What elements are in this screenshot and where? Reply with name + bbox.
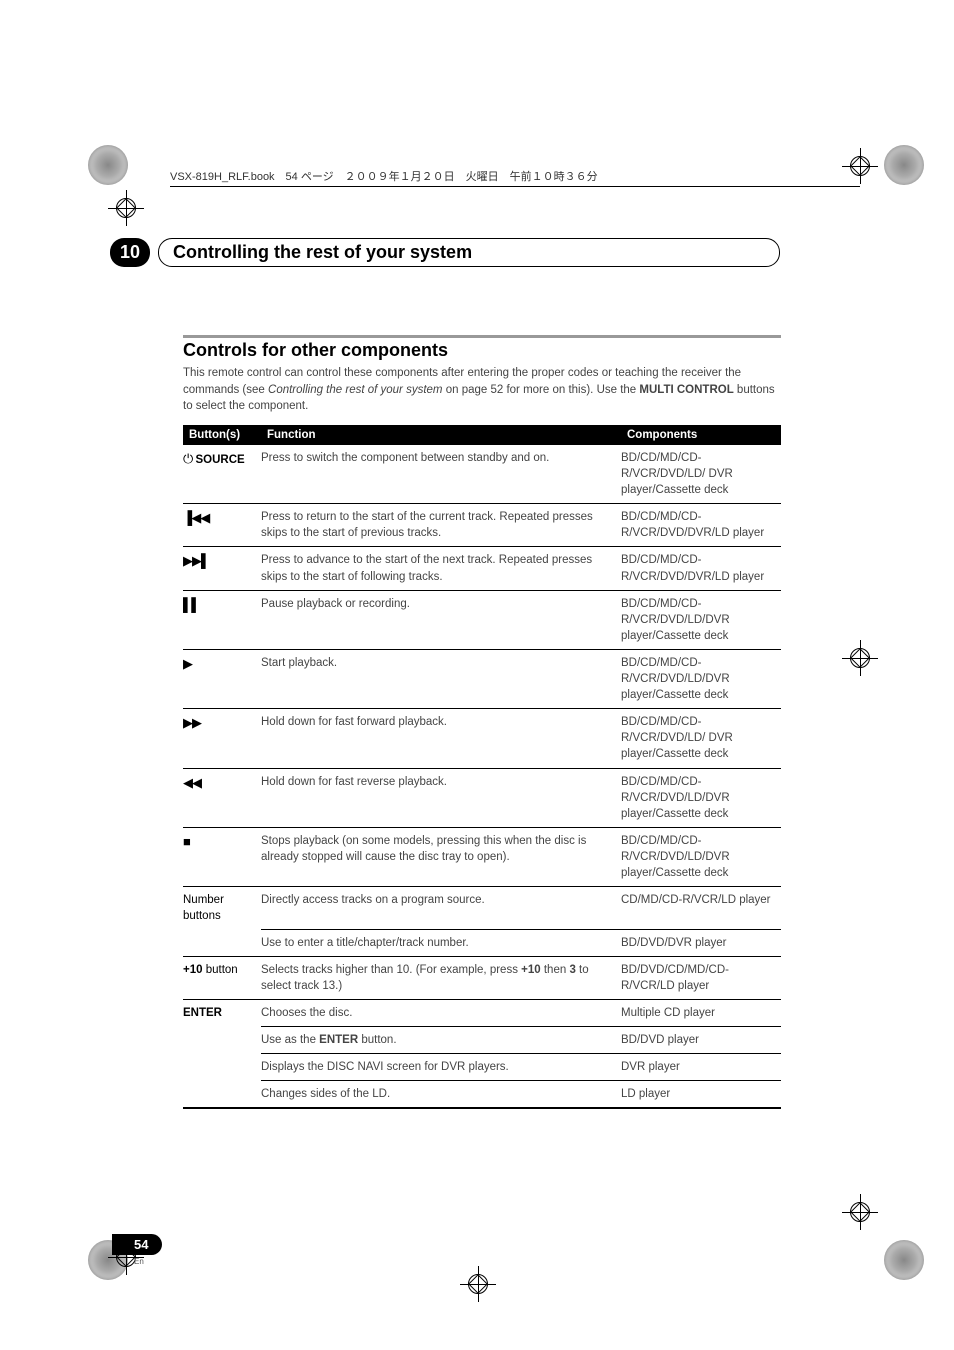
cell-function: Displays the DISC NAVI screen for DVR pl…: [261, 1054, 621, 1081]
cell-function: Directly access tracks on a program sour…: [261, 887, 621, 930]
table-row: ▶▶Hold down for fast forward playback.BD…: [183, 709, 781, 768]
cell-button: ▐◀◀: [183, 504, 261, 547]
cell-button: [183, 1027, 261, 1054]
cell-function: Hold down for fast forward playback.: [261, 709, 621, 768]
cell-components: BD/DVD/DVR player: [621, 929, 781, 956]
cell-button: ▶▶▌: [183, 547, 261, 590]
cell-components: CD/MD/CD-R/VCR/LD player: [621, 887, 781, 930]
table-row: Use as the ENTER button.BD/DVD player: [183, 1027, 781, 1054]
cell-function: Changes sides of the LD.: [261, 1081, 621, 1109]
table-row: Displays the DISC NAVI screen for DVR pl…: [183, 1054, 781, 1081]
cell-components: BD/CD/MD/CD-R/VCR/DVD/LD/ DVR player/Cas…: [621, 709, 781, 768]
book-meta-line: VSX-819H_RLF.book 54 ページ ２００９年１月２０日 火曜日 …: [170, 168, 860, 187]
controls-table: Button(s) Function Components ⏻ SOURCEPr…: [183, 425, 781, 1109]
intro-text: on page 52 for more on this). Use the: [443, 384, 640, 396]
registration-mark: [108, 190, 144, 226]
table-row: ▌▌Pause playback or recording.BD/CD/MD/C…: [183, 590, 781, 649]
table-row: ▶▶▌Press to advance to the start of the …: [183, 547, 781, 590]
chapter-number: 10: [110, 238, 150, 267]
cell-components: LD player: [621, 1081, 781, 1109]
cell-function: Start playback.: [261, 649, 621, 708]
cell-function: Pause playback or recording.: [261, 590, 621, 649]
cell-components: DVR player: [621, 1054, 781, 1081]
table-row: ◀◀Hold down for fast reverse playback.BD…: [183, 768, 781, 827]
cell-components: BD/CD/MD/CD-R/VCR/DVD/LD/DVR player/Cass…: [621, 590, 781, 649]
cell-function: Chooses the disc.: [261, 1000, 621, 1027]
page-content: Controls for other components This remot…: [183, 335, 781, 1109]
cell-function: Use to enter a title/chapter/track numbe…: [261, 929, 621, 956]
cell-components: Multiple CD player: [621, 1000, 781, 1027]
chapter-title: Controlling the rest of your system: [158, 238, 780, 267]
intro-ref: Controlling the rest of your system: [268, 384, 443, 396]
th-button: Button(s): [183, 425, 261, 445]
cell-function: Stops playback (on some models, pressing…: [261, 827, 621, 886]
cell-function: Press to return to the start of the curr…: [261, 504, 621, 547]
table-row: ▶Start playback.BD/CD/MD/CD-R/VCR/DVD/LD…: [183, 649, 781, 708]
cell-components: BD/CD/MD/CD-R/VCR/DVD/LD/ DVR player/Cas…: [621, 445, 781, 504]
table-row: +10 buttonSelects tracks higher than 10.…: [183, 956, 781, 999]
cell-function: Press to switch the component between st…: [261, 445, 621, 504]
th-function: Function: [261, 425, 621, 445]
cell-components: BD/DVD player: [621, 1027, 781, 1054]
cell-button: [183, 1081, 261, 1109]
table-row: Changes sides of the LD.LD player: [183, 1081, 781, 1109]
cell-button: [183, 1054, 261, 1081]
page-number-badge: 54: [112, 1234, 162, 1255]
chapter-header: 10 Controlling the rest of your system: [110, 238, 780, 267]
cell-button: ▶: [183, 649, 261, 708]
section-title: Controls for other components: [183, 335, 781, 361]
cell-function: Use as the ENTER button.: [261, 1027, 621, 1054]
cell-function: Press to advance to the start of the nex…: [261, 547, 621, 590]
print-mark-br: [884, 1240, 924, 1280]
cell-components: BD/CD/MD/CD-R/VCR/DVD/LD/DVR player/Cass…: [621, 827, 781, 886]
th-components: Components: [621, 425, 781, 445]
cell-button: Number buttons: [183, 887, 261, 930]
table-row: ENTERChooses the disc.Multiple CD player: [183, 1000, 781, 1027]
section-intro: This remote control can control these co…: [183, 365, 781, 415]
cell-components: BD/CD/MD/CD-R/VCR/DVD/LD/DVR player/Cass…: [621, 649, 781, 708]
cell-button: ■: [183, 827, 261, 886]
cell-button: ▌▌: [183, 590, 261, 649]
cell-button: [183, 929, 261, 956]
registration-mark: [842, 640, 878, 676]
page-language: En: [134, 1257, 144, 1266]
cell-function: Hold down for fast reverse playback.: [261, 768, 621, 827]
table-row: Use to enter a title/chapter/track numbe…: [183, 929, 781, 956]
cell-components: BD/CD/MD/CD-R/VCR/DVD/DVR/LD player: [621, 504, 781, 547]
cell-button: ⏻ SOURCE: [183, 445, 261, 504]
cell-button: +10 button: [183, 956, 261, 999]
print-mark-tr: [884, 145, 924, 185]
intro-bold: MULTI CONTROL: [639, 384, 733, 396]
cell-button: ENTER: [183, 1000, 261, 1027]
cell-function: Selects tracks higher than 10. (For exam…: [261, 956, 621, 999]
cell-button: ◀◀: [183, 768, 261, 827]
table-row: ■Stops playback (on some models, pressin…: [183, 827, 781, 886]
table-row: ▐◀◀Press to return to the start of the c…: [183, 504, 781, 547]
table-row: ⏻ SOURCEPress to switch the component be…: [183, 445, 781, 504]
cell-components: BD/CD/MD/CD-R/VCR/DVD/LD/DVR player/Cass…: [621, 768, 781, 827]
cell-components: BD/CD/MD/CD-R/VCR/DVD/DVR/LD player: [621, 547, 781, 590]
cell-components: BD/DVD/CD/MD/CD-R/VCR/LD player: [621, 956, 781, 999]
registration-mark: [842, 1194, 878, 1230]
table-row: Number buttonsDirectly access tracks on …: [183, 887, 781, 930]
cell-button: ▶▶: [183, 709, 261, 768]
registration-mark: [460, 1266, 496, 1302]
print-mark-tl: [88, 145, 128, 185]
